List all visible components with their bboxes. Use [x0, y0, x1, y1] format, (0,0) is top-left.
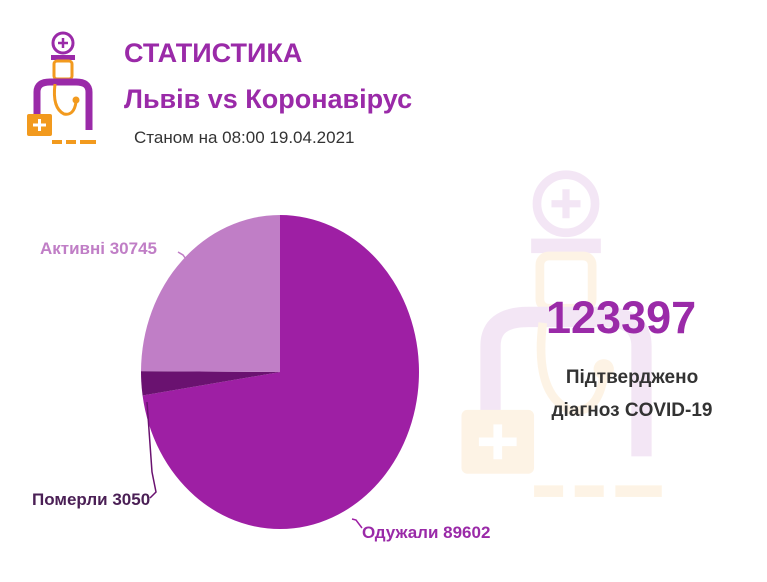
- doctor-icon: [461, 170, 662, 497]
- pie-slice-label: Активні 30745: [40, 239, 157, 258]
- pie-leader-line: [146, 401, 157, 499]
- pie-leader-line: [177, 251, 189, 263]
- pie-slice: [140, 371, 280, 396]
- pie-slice: [142, 215, 419, 529]
- total-confirmed-count: 123397: [546, 292, 697, 343]
- doctor-icon: [27, 31, 96, 144]
- total-caption-line2: діагноз COVID-19: [551, 400, 713, 421]
- total-caption-line1: Підтверджено: [565, 367, 699, 388]
- pie-slice-label: Померли 3050: [32, 490, 150, 509]
- pie-leader-line: [351, 518, 363, 529]
- page-subtitle: Львів vs Коронавірус: [124, 84, 413, 114]
- update-date: Станом на 08:00 19.04.2021: [134, 128, 355, 147]
- page-title: СТАТИСТИКА: [124, 38, 303, 68]
- pie-slice-label: Одужали 89602: [362, 523, 490, 542]
- pie-slice: [141, 215, 280, 372]
